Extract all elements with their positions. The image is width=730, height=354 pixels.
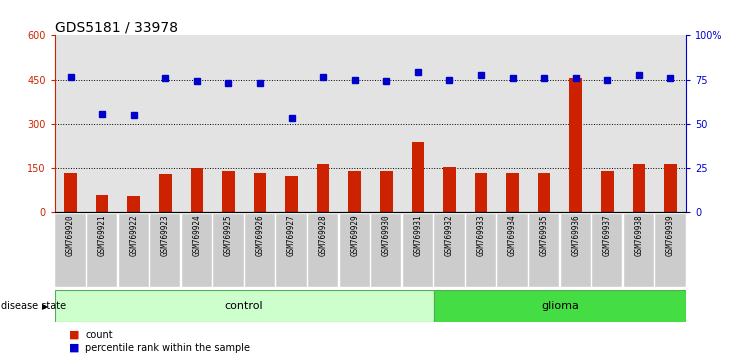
Text: GSM769929: GSM769929 — [350, 214, 359, 256]
Bar — [244, 35, 276, 212]
FancyBboxPatch shape — [561, 214, 591, 287]
Bar — [317, 164, 329, 212]
Text: ■: ■ — [69, 343, 80, 353]
Bar — [496, 35, 529, 212]
Text: GSM769927: GSM769927 — [287, 214, 296, 256]
Text: GDS5181 / 33978: GDS5181 / 33978 — [55, 20, 177, 34]
FancyBboxPatch shape — [497, 214, 528, 287]
FancyBboxPatch shape — [403, 214, 433, 287]
Text: GSM769935: GSM769935 — [539, 214, 549, 256]
Text: GSM769928: GSM769928 — [318, 214, 328, 256]
Bar — [118, 35, 150, 212]
Text: GSM769923: GSM769923 — [161, 214, 170, 256]
FancyBboxPatch shape — [277, 214, 307, 287]
FancyBboxPatch shape — [150, 214, 180, 287]
Text: count: count — [85, 330, 113, 339]
Bar — [538, 172, 550, 212]
FancyBboxPatch shape — [656, 214, 685, 287]
FancyBboxPatch shape — [118, 214, 149, 287]
Bar — [212, 35, 244, 212]
Text: GSM769926: GSM769926 — [255, 214, 264, 256]
Bar — [127, 196, 140, 212]
FancyBboxPatch shape — [213, 214, 244, 287]
Bar — [412, 142, 424, 212]
FancyBboxPatch shape — [529, 214, 559, 287]
Bar — [664, 164, 677, 212]
Text: GSM769937: GSM769937 — [603, 214, 612, 256]
Bar — [276, 35, 307, 212]
Bar — [529, 35, 560, 212]
FancyBboxPatch shape — [55, 290, 434, 322]
Bar — [222, 171, 235, 212]
Bar — [285, 176, 298, 212]
Bar — [370, 35, 402, 212]
Bar — [474, 172, 488, 212]
Bar — [560, 35, 591, 212]
Text: GSM769925: GSM769925 — [224, 214, 233, 256]
FancyBboxPatch shape — [592, 214, 623, 287]
Bar — [434, 35, 465, 212]
Bar — [159, 174, 172, 212]
Text: GSM769933: GSM769933 — [477, 214, 485, 256]
Text: control: control — [225, 301, 264, 311]
Bar — [348, 171, 361, 212]
Text: GSM769922: GSM769922 — [129, 214, 138, 256]
Text: GSM769921: GSM769921 — [98, 214, 107, 256]
Text: GSM769939: GSM769939 — [666, 214, 675, 256]
Bar — [380, 171, 393, 212]
FancyBboxPatch shape — [371, 214, 402, 287]
FancyBboxPatch shape — [308, 214, 338, 287]
Text: glioma: glioma — [541, 301, 579, 311]
Bar — [623, 35, 655, 212]
Text: GSM769924: GSM769924 — [192, 214, 201, 256]
Bar — [150, 35, 181, 212]
Text: disease state: disease state — [1, 301, 66, 311]
Text: GSM769930: GSM769930 — [382, 214, 391, 256]
Bar — [591, 35, 623, 212]
Text: GSM769934: GSM769934 — [508, 214, 517, 256]
Text: GSM769936: GSM769936 — [571, 214, 580, 256]
Bar — [191, 168, 203, 212]
Bar — [402, 35, 434, 212]
Bar — [64, 172, 77, 212]
Bar — [181, 35, 212, 212]
Bar — [569, 78, 582, 212]
Text: percentile rank within the sample: percentile rank within the sample — [85, 343, 250, 353]
FancyBboxPatch shape — [434, 290, 686, 322]
FancyBboxPatch shape — [87, 214, 118, 287]
Text: GSM769920: GSM769920 — [66, 214, 75, 256]
Bar — [55, 35, 86, 212]
Text: GSM769932: GSM769932 — [445, 214, 454, 256]
Bar — [443, 167, 456, 212]
Bar — [307, 35, 339, 212]
FancyBboxPatch shape — [182, 214, 212, 287]
Bar — [465, 35, 496, 212]
FancyBboxPatch shape — [339, 214, 370, 287]
Bar — [601, 171, 614, 212]
Bar — [86, 35, 118, 212]
FancyBboxPatch shape — [623, 214, 654, 287]
FancyBboxPatch shape — [466, 214, 496, 287]
Text: GSM769938: GSM769938 — [634, 214, 643, 256]
Bar — [506, 172, 519, 212]
Bar — [253, 172, 266, 212]
Text: GSM769931: GSM769931 — [413, 214, 423, 256]
Bar — [632, 164, 645, 212]
Bar — [96, 195, 109, 212]
Text: ▶: ▶ — [42, 302, 49, 311]
FancyBboxPatch shape — [434, 214, 464, 287]
Bar — [339, 35, 370, 212]
FancyBboxPatch shape — [55, 214, 85, 287]
Text: ■: ■ — [69, 330, 80, 339]
FancyBboxPatch shape — [245, 214, 275, 287]
Bar — [655, 35, 686, 212]
